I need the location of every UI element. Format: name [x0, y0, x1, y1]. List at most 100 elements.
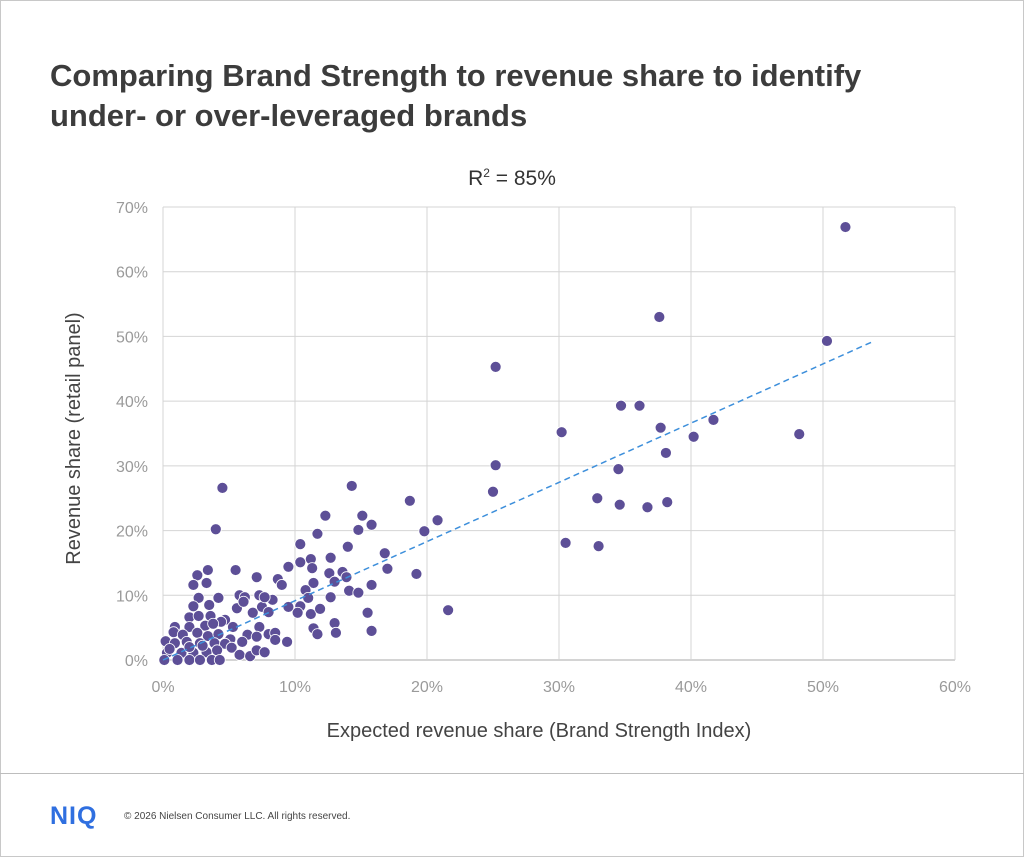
data-point — [365, 518, 378, 531]
data-point — [489, 360, 502, 373]
data-point — [641, 501, 654, 514]
x-tick-label: 20% — [411, 679, 443, 696]
data-point — [707, 414, 720, 426]
data-point — [291, 606, 304, 619]
x-tick-label: 10% — [279, 679, 311, 696]
data-point — [839, 221, 852, 233]
data-point — [319, 509, 332, 522]
data-point — [345, 480, 358, 492]
data-point — [489, 459, 502, 472]
data-point — [187, 579, 200, 591]
data-point — [250, 630, 263, 643]
data-point — [258, 646, 271, 659]
y-tick-label: 30% — [116, 459, 148, 476]
data-point — [431, 514, 444, 527]
data-point — [654, 421, 667, 434]
r-squared-annotation: R2 = 85% — [0, 166, 1024, 191]
data-point — [246, 606, 259, 619]
data-point — [282, 560, 295, 573]
data-point — [302, 591, 315, 604]
data-point — [211, 644, 224, 657]
data-point — [307, 577, 320, 589]
r-label: R — [468, 167, 484, 190]
x-tick-label: 50% — [807, 679, 839, 696]
data-point — [209, 523, 222, 536]
data-point — [324, 551, 337, 564]
data-point — [237, 595, 250, 608]
data-point — [615, 399, 627, 412]
data-point — [163, 643, 176, 655]
data-point — [378, 547, 391, 560]
data-point — [207, 617, 220, 630]
data-point — [365, 579, 378, 591]
data-point — [229, 564, 242, 576]
y-axis-label: Revenue share (retail panel) — [63, 312, 85, 564]
data-point — [341, 540, 354, 553]
x-tick-label: 30% — [543, 679, 575, 696]
data-point — [613, 498, 626, 511]
data-point — [661, 496, 674, 508]
data-point — [194, 654, 206, 666]
data-point — [403, 494, 416, 507]
data-point — [633, 399, 646, 412]
data-point — [352, 586, 365, 599]
data-point — [487, 485, 499, 498]
data-point — [311, 628, 324, 641]
data-point — [201, 564, 214, 576]
data-point — [187, 600, 200, 613]
data-point — [592, 540, 605, 553]
data-point — [330, 626, 342, 639]
y-tick-label: 50% — [116, 329, 148, 346]
data-point — [192, 591, 205, 604]
data-point — [361, 606, 374, 619]
data-point — [258, 591, 271, 604]
trendline — [162, 340, 874, 661]
y-tick-label: 10% — [116, 588, 148, 605]
y-tick-label: 20% — [116, 524, 148, 541]
data-point — [233, 648, 246, 661]
data-point — [213, 654, 226, 666]
data-point — [216, 481, 229, 494]
copyright-text: © 2026 Nielsen Consumer LLC. All rights … — [124, 811, 351, 822]
data-point — [253, 621, 266, 633]
data-point — [365, 624, 378, 637]
data-point — [282, 601, 295, 613]
data-point — [183, 621, 196, 633]
data-point — [275, 579, 288, 591]
data-point — [352, 524, 365, 536]
r-exponent: 2 — [483, 166, 490, 180]
data-point — [281, 635, 293, 648]
data-point — [591, 492, 604, 505]
data-point — [418, 525, 431, 538]
data-point — [660, 447, 672, 459]
data-point — [793, 428, 806, 441]
footer-divider — [0, 773, 1024, 774]
data-point — [306, 562, 319, 575]
niq-logo: NIQ — [50, 802, 98, 830]
data-point — [171, 654, 184, 666]
data-point — [183, 654, 196, 666]
y-tick-label: 40% — [116, 394, 148, 411]
data-point — [212, 591, 225, 604]
scatter-chart: 0% 10% 20% 30% 40% 50% 60% 70% 0% 10% 20% 30% 40% 50%… — [63, 200, 971, 742]
x-tick-label: 40% — [675, 679, 707, 696]
data-point — [442, 604, 455, 617]
data-point — [304, 608, 317, 620]
data-point — [269, 634, 282, 646]
data-point — [821, 335, 833, 347]
data-point — [687, 430, 700, 443]
data-point — [612, 463, 625, 475]
data-point — [225, 641, 238, 654]
y-tick-label: 0% — [125, 653, 148, 670]
data-point — [381, 562, 394, 575]
y-tick-label: 70% — [116, 200, 148, 217]
x-tick-label: 0% — [151, 679, 174, 696]
data-point — [653, 311, 666, 323]
y-tick-label: 60% — [116, 265, 148, 282]
data-point — [294, 538, 307, 551]
r-value: = 85% — [489, 167, 556, 190]
x-tick-label: 60% — [939, 679, 971, 696]
data-point — [410, 568, 423, 580]
data-point — [314, 602, 326, 615]
data-point — [311, 527, 324, 540]
